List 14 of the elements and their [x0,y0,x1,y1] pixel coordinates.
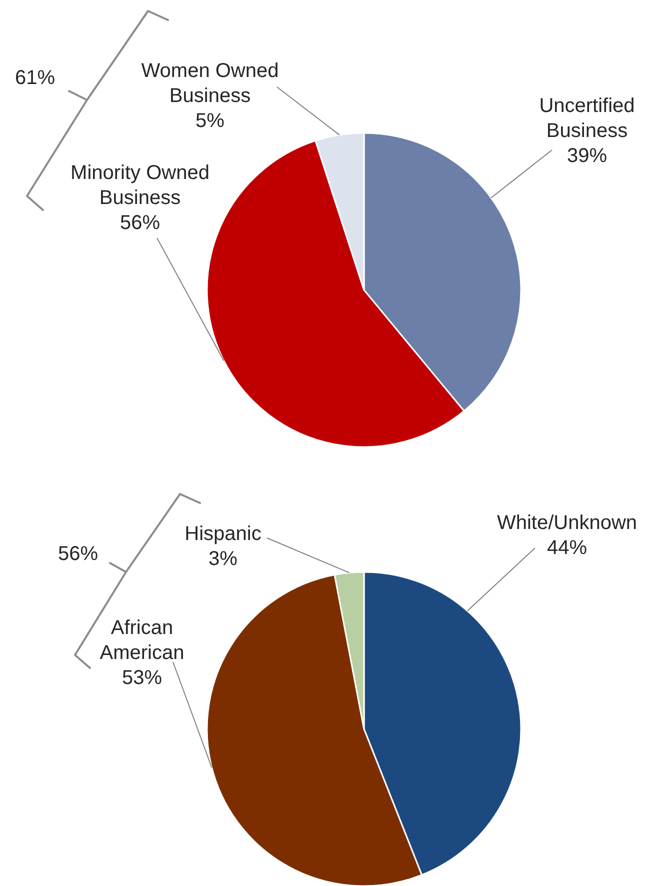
slice-label: White/Unknown [496,512,638,534]
text: 61% [14,67,56,89]
data-label: 5% [196,110,225,132]
slice-label: Uncertified Business [539,95,635,142]
data-label: 44% [546,537,588,559]
data-label: 56% [120,212,160,234]
slice-label: Minority Owned Business [70,162,210,209]
data-label: 3% [208,548,238,570]
data-label: 39% [566,145,608,167]
slice-label: African American [100,617,184,664]
data-label: 53% [122,667,162,689]
text: 56% [58,543,98,565]
slice-label: Women Owned Business [141,60,279,107]
slice-label: Hispanic [184,523,262,545]
